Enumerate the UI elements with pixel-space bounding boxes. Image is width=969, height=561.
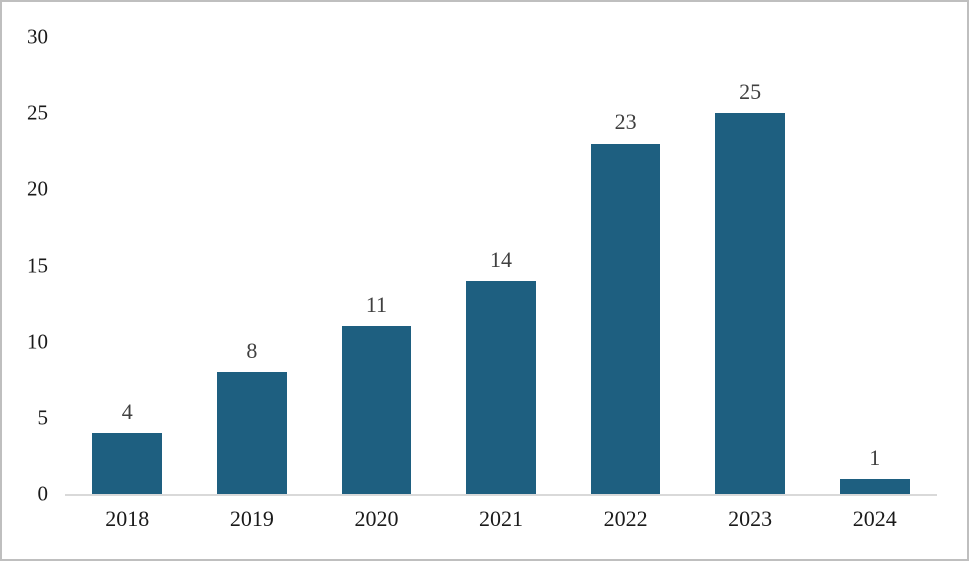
bar-group: 23 xyxy=(563,37,688,494)
bar xyxy=(590,143,661,494)
bar-group: 11 xyxy=(314,37,439,494)
x-tick-label: 2023 xyxy=(728,506,773,531)
y-tick-label: 15 xyxy=(27,253,48,277)
bar-value-label: 25 xyxy=(739,78,762,104)
x-tick-label: 2021 xyxy=(479,506,524,531)
bar xyxy=(341,326,412,494)
bar-value-label: 23 xyxy=(614,109,637,135)
bar-group: 25 xyxy=(688,37,813,494)
bar-group: 8 xyxy=(190,37,315,494)
bar-group: 1 xyxy=(812,37,937,494)
y-tick-label: 5 xyxy=(37,405,49,430)
y-tick-label: 20 xyxy=(27,176,48,201)
y-tick-label: 0 xyxy=(37,481,49,506)
bar-value-label: 11 xyxy=(365,292,388,318)
plot-area: 4 8 11 14 23 25 1 xyxy=(65,37,937,496)
bar-value-label: 1 xyxy=(869,444,881,470)
bar-value-label: 4 xyxy=(121,398,133,424)
bar-group: 14 xyxy=(439,37,564,494)
y-axis: 0 5 10 15 20 25 30 xyxy=(2,26,50,504)
x-tick-label: 2020 xyxy=(354,506,399,531)
y-tick-label: 25 xyxy=(27,100,48,125)
bar-series: 4 8 11 14 23 25 1 xyxy=(65,37,937,494)
bar-value-label: 8 xyxy=(246,337,258,363)
x-tick-label: 2018 xyxy=(105,506,150,531)
bar-group: 4 xyxy=(65,37,190,494)
x-tick-label: 2024 xyxy=(852,506,897,531)
y-tick-label: 30 xyxy=(27,24,48,49)
x-axis-line xyxy=(65,494,937,496)
x-axis: 2018 2019 2020 2021 2022 2023 2024 xyxy=(65,506,937,531)
bar xyxy=(466,280,536,494)
bar-value-label: 14 xyxy=(490,246,513,272)
y-tick-label: 10 xyxy=(27,329,48,354)
bar xyxy=(839,478,910,494)
bar xyxy=(92,433,163,494)
x-tick-label: 2019 xyxy=(229,506,274,531)
bar xyxy=(715,113,786,494)
bar xyxy=(216,372,287,494)
x-tick-label: 2022 xyxy=(603,506,648,531)
